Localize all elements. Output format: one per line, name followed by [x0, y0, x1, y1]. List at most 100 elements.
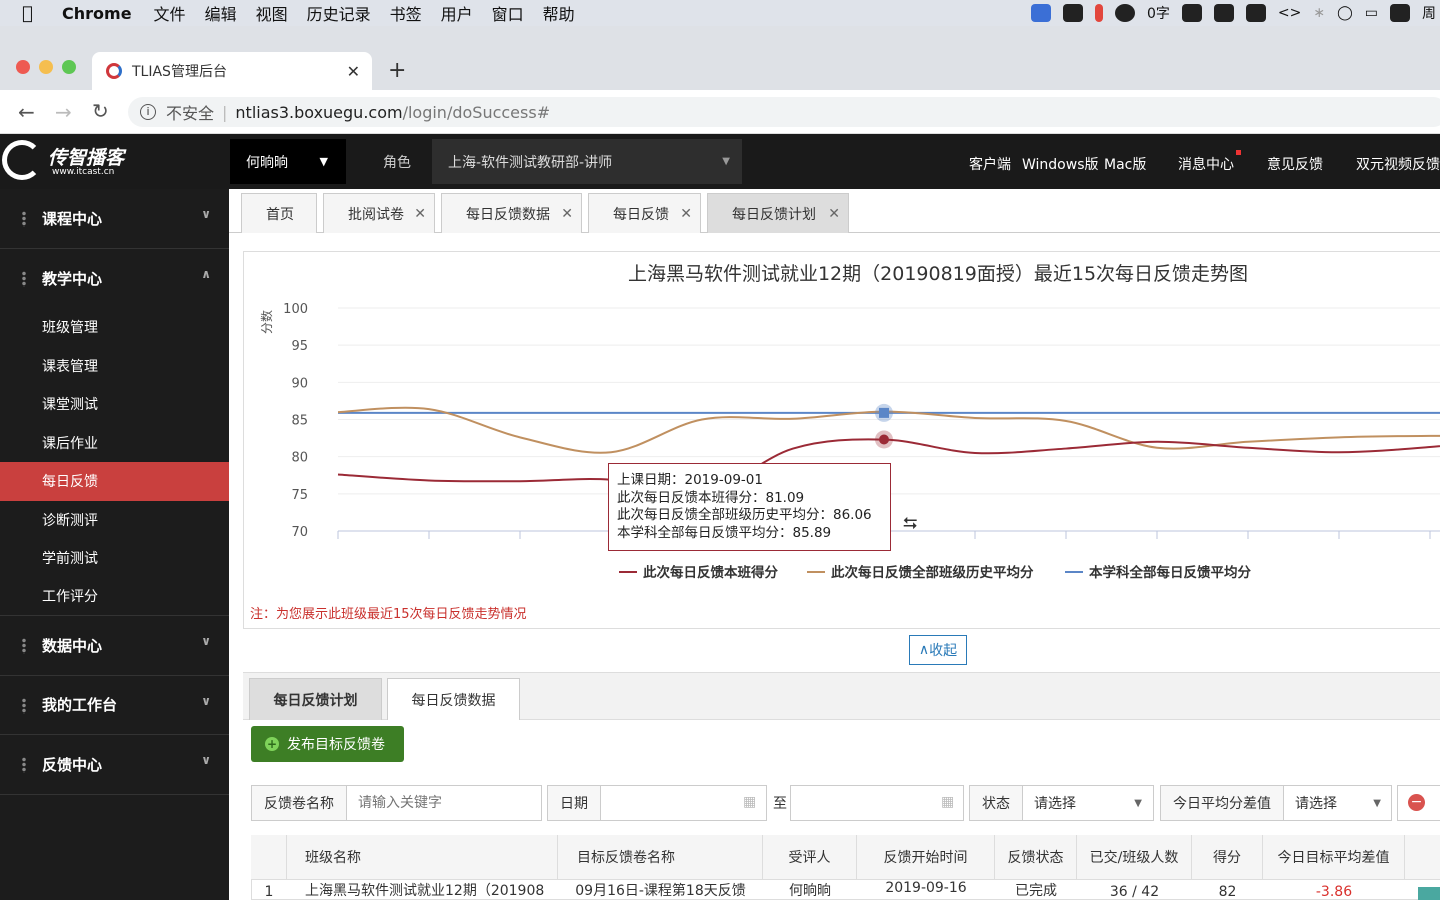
table-header-cell[interactable]: 班级名称: [287, 835, 558, 879]
feedback-link[interactable]: 意见反馈: [1267, 157, 1323, 173]
sidebar-item-homework[interactable]: 课后作业: [42, 435, 98, 452]
table-cell-index: 1: [264, 884, 274, 900]
sidebar-section-course[interactable]: 课程中心 ∨: [0, 189, 229, 249]
clock[interactable]: 周: [1422, 6, 1436, 22]
sub-tabs-bar: 每日反馈计划 每日反馈数据: [243, 672, 1440, 720]
sidebar-item-pre-test[interactable]: 学前测试: [42, 551, 98, 568]
menubar-app-name[interactable]: Chrome: [62, 3, 132, 23]
publish-feedback-button[interactable]: + 发布目标反馈卷: [251, 726, 404, 762]
table-header-cell[interactable]: 受评人: [763, 835, 857, 879]
menu-user[interactable]: 用户: [440, 5, 473, 24]
table-header-cell[interactable]: 今日目标平均差值: [1263, 835, 1405, 879]
close-tab-icon[interactable]: ✕: [346, 61, 360, 81]
message-center-link[interactable]: 消息中心: [1178, 157, 1234, 173]
sidebar-section-workbench[interactable]: 我的工作台 ∨: [0, 676, 229, 735]
tray-code-icon[interactable]: <>: [1277, 5, 1302, 21]
clear-filter-button[interactable]: −: [1397, 785, 1440, 821]
reload-icon[interactable]: ↻: [92, 99, 109, 123]
tray-word-count[interactable]: 0字: [1146, 6, 1170, 22]
sidebar-section-data[interactable]: 数据中心 ∨: [0, 616, 229, 676]
role-select[interactable]: 上海-软件测试教研部-讲师 ▼: [432, 139, 742, 184]
row-action-button[interactable]: [1418, 887, 1440, 900]
tray-input-icon[interactable]: [1245, 4, 1266, 22]
mouse-cursor-icon: ⮀: [903, 513, 918, 534]
tray-s-icon[interactable]: [1390, 4, 1410, 22]
menu-view[interactable]: 视图: [255, 5, 288, 24]
role-value: 上海-软件测试教研部-讲师: [448, 154, 613, 171]
new-tab-icon[interactable]: +: [388, 58, 407, 83]
wifi-icon[interactable]: ◯: [1337, 5, 1353, 21]
tray-app-icon[interactable]: [1030, 4, 1051, 22]
security-label[interactable]: 不安全: [166, 104, 215, 123]
windows-link[interactable]: Windows版: [1022, 157, 1099, 173]
collapse-button[interactable]: ∧ 收起: [909, 635, 967, 665]
browser-tab[interactable]: TLIAS管理后台 ✕: [92, 52, 372, 90]
menu-window[interactable]: 窗口: [491, 5, 524, 24]
sidebar-item-class[interactable]: 班级管理: [42, 320, 98, 337]
subtab-feedback-data[interactable]: 每日反馈数据: [387, 678, 520, 720]
drag-dots-icon: [22, 211, 26, 227]
apple-icon[interactable]: : [22, 3, 44, 24]
table-header-cell[interactable]: 得分: [1192, 835, 1263, 879]
url-host[interactable]: ntlias3.boxuegu.com: [235, 102, 403, 122]
table-header-cell[interactable]: 反馈状态: [995, 835, 1077, 879]
info-icon[interactable]: i: [140, 104, 156, 120]
table-cell-status: 已完成: [1015, 883, 1057, 899]
date-end-input[interactable]: [791, 786, 941, 820]
close-icon[interactable]: ✕: [414, 206, 426, 222]
mac-link[interactable]: Mac版: [1104, 157, 1147, 173]
table-header-cell[interactable]: 反馈开始时间: [857, 835, 995, 879]
close-icon[interactable]: ✕: [680, 206, 692, 222]
tray-pause-icon[interactable]: [1094, 4, 1103, 22]
date-start-input[interactable]: [600, 786, 765, 820]
sidebar-item-daily-feedback[interactable]: 每日反馈: [0, 462, 229, 501]
video-feedback-link[interactable]: 双元视频反馈: [1356, 157, 1440, 173]
tray-icon-b[interactable]: [1213, 4, 1234, 22]
diff-select[interactable]: 请选择 ▼: [1283, 786, 1391, 820]
close-icon[interactable]: ✕: [828, 206, 840, 222]
status-select[interactable]: 请选择 ▼: [1022, 786, 1152, 820]
sidebar-section-feedback[interactable]: 反馈中心 ∨: [0, 735, 229, 795]
tab-daily-feedback[interactable]: 每日反馈 ✕: [588, 193, 701, 233]
address-bar[interactable]: i 不安全 | ntlias3.boxuegu.com/login/doSucc…: [128, 97, 1440, 127]
notification-dot: [1236, 150, 1241, 155]
close-window-icon[interactable]: [16, 60, 30, 74]
table-header-cell[interactable]: 目标反馈卷名称: [558, 835, 763, 879]
sidebar-item-diagnosis[interactable]: 诊断测评: [42, 512, 98, 529]
y-tick-label: 75: [291, 488, 308, 503]
tray-bookmark-icon[interactable]: [1062, 4, 1083, 22]
chevron-double-down-icon: ∨: [201, 634, 211, 648]
sidebar-item-class-test[interactable]: 课堂测试: [42, 397, 98, 414]
filter-name-input[interactable]: [348, 786, 538, 820]
maximize-window-icon[interactable]: [62, 60, 76, 74]
tab-grade-papers[interactable]: 批阅试卷 ✕: [323, 193, 435, 233]
battery-icon[interactable]: ▭: [1364, 5, 1378, 21]
tab-daily-feedback-data[interactable]: 每日反馈数据 ✕: [441, 193, 582, 233]
menu-edit[interactable]: 编辑: [204, 5, 237, 24]
menu-file[interactable]: 文件: [153, 5, 186, 24]
y-tick-label: 80: [291, 451, 308, 466]
bluetooth-icon[interactable]: ∗: [1313, 5, 1326, 21]
table-header-cell[interactable]: 已交/班级人数: [1077, 835, 1192, 879]
menu-help[interactable]: 帮助: [542, 5, 575, 24]
tab-daily-feedback-plan[interactable]: 每日反馈计划 ✕: [707, 193, 849, 233]
back-icon[interactable]: ←: [18, 100, 35, 124]
forward-icon[interactable]: →: [55, 100, 72, 124]
url-path[interactable]: /login/doSuccess#: [402, 102, 551, 122]
tray-icon-a[interactable]: [1181, 4, 1202, 22]
calendar-icon[interactable]: ▦: [743, 794, 757, 810]
close-icon[interactable]: ✕: [561, 206, 573, 222]
sidebar-item-work-score[interactable]: 工作评分: [0, 578, 229, 616]
subtab-feedback-plan[interactable]: 每日反馈计划: [249, 678, 382, 720]
sidebar-item-schedule[interactable]: 课表管理: [42, 358, 98, 375]
calendar-icon[interactable]: ▦: [941, 794, 955, 810]
menu-bookmarks[interactable]: 书签: [389, 5, 422, 24]
sidebar-section-teaching[interactable]: 教学中心 ∧: [0, 249, 229, 309]
menu-history[interactable]: 历史记录: [306, 5, 371, 24]
caret-down-icon: ▼: [1134, 797, 1142, 809]
tray-circle-icon[interactable]: [1114, 4, 1135, 22]
user-dropdown[interactable]: 何晌晌 ▼: [230, 139, 346, 184]
minimize-window-icon[interactable]: [39, 60, 53, 74]
chevron-double-down-icon: ∨: [201, 753, 211, 767]
tab-home[interactable]: 首页: [241, 193, 317, 233]
